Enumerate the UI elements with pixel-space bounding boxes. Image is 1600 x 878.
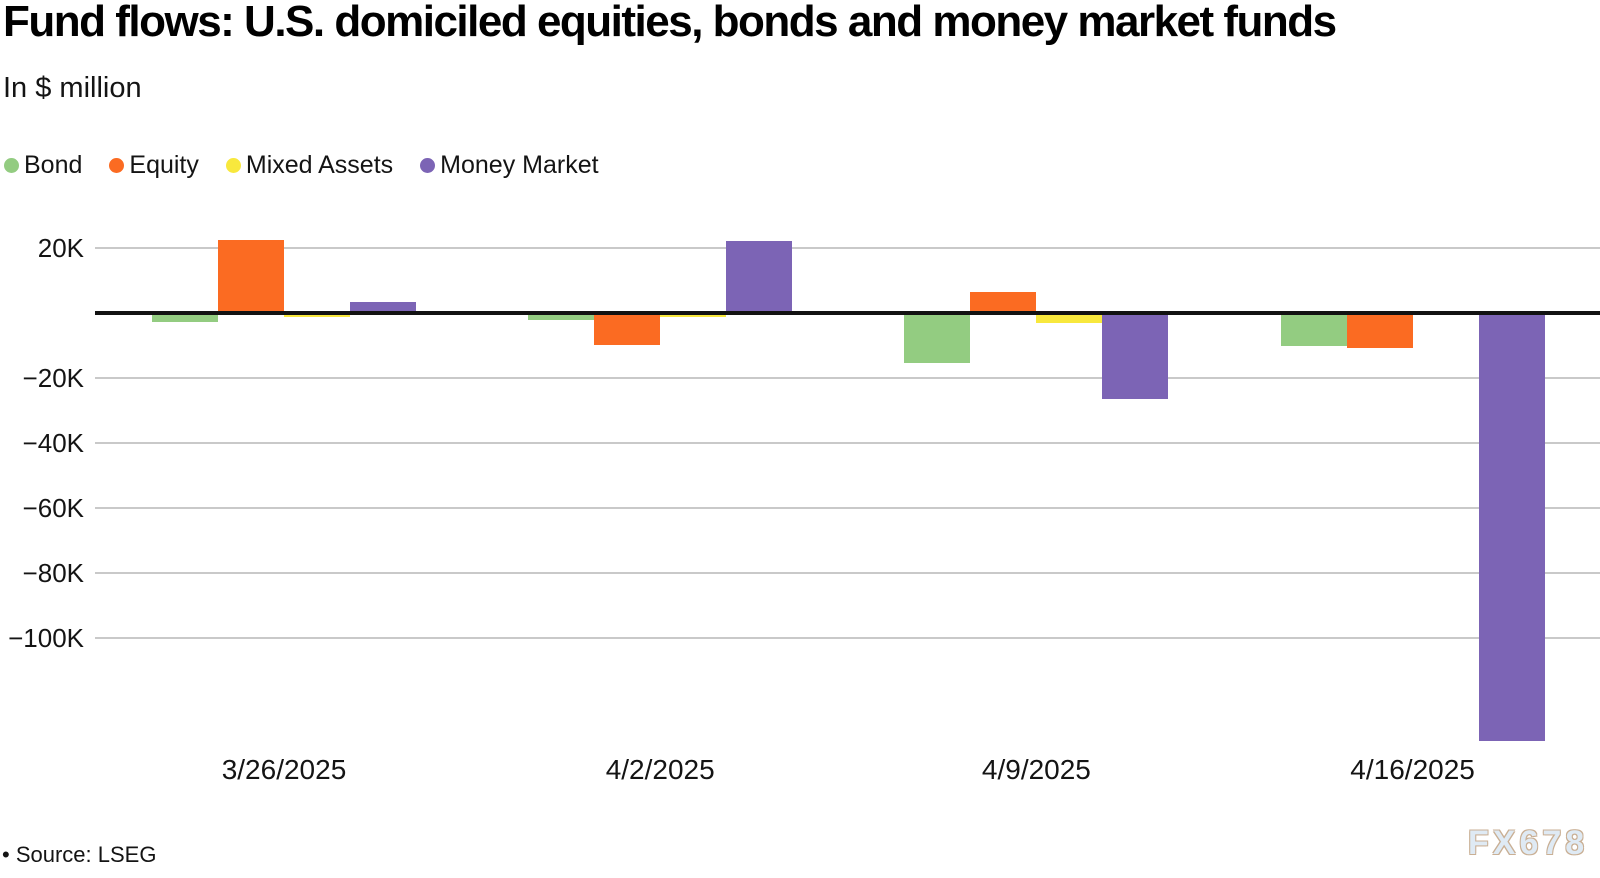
x-axis-label-4/2/2025: 4/2/2025 bbox=[605, 754, 715, 785]
legend-label-equity: Equity bbox=[129, 151, 199, 179]
legend-label-bond: Bond bbox=[24, 151, 83, 179]
bar-bond-4/9/2025 bbox=[904, 313, 971, 364]
bar-mixed-assets-4/9/2025 bbox=[1036, 313, 1103, 323]
legend-label-money-market: Money Market bbox=[440, 151, 599, 179]
zero-axis-line bbox=[95, 311, 1600, 315]
legend-dot-equity bbox=[109, 158, 125, 173]
gridline-−60K bbox=[95, 507, 1600, 509]
bar-equity-4/2/2025 bbox=[594, 313, 661, 346]
bar-money-market-4/2/2025 bbox=[726, 241, 793, 313]
legend-item-mixed-assets: Mixed Assets bbox=[225, 151, 394, 180]
bar-equity-4/16/2025 bbox=[1346, 313, 1413, 348]
bar-money-market-3/26/2025 bbox=[350, 301, 416, 313]
chart-subtitle: In $ million bbox=[3, 72, 142, 104]
gridline-20K bbox=[95, 247, 1600, 249]
bar-money-market-4/9/2025 bbox=[1102, 313, 1169, 400]
x-axis-label-4/16/2025: 4/16/2025 bbox=[1350, 754, 1475, 785]
bar-bond-3/26/2025 bbox=[152, 313, 218, 323]
bar-equity-3/26/2025 bbox=[218, 239, 284, 313]
legend-dot-mixed-assets bbox=[225, 158, 241, 173]
bar-money-market-4/16/2025 bbox=[1478, 313, 1545, 742]
y-axis-tick-label: −20K bbox=[22, 363, 84, 393]
gridline-−40K bbox=[95, 442, 1600, 444]
bar-bond-4/2/2025 bbox=[528, 313, 595, 320]
chart-title: Fund flows: U.S. domiciled equities, bon… bbox=[3, 0, 1337, 46]
watermark: FX678 bbox=[1468, 824, 1589, 862]
legend-label-mixed-assets: Mixed Assets bbox=[245, 151, 394, 179]
y-axis-tick-label: −80K bbox=[22, 558, 84, 588]
legend-item-equity: Equity bbox=[109, 151, 199, 180]
legend-dot-money-market bbox=[420, 158, 436, 173]
bar-equity-4/9/2025 bbox=[970, 291, 1037, 313]
source-note: • Source: LSEG bbox=[2, 842, 157, 867]
legend-dot-bond bbox=[4, 158, 19, 173]
y-axis-tick-label: −40K bbox=[22, 428, 84, 458]
gridline-−80K bbox=[95, 572, 1600, 574]
gridline-−20K bbox=[95, 377, 1600, 379]
chart-legend: Bond Equity Mixed Assets Money Market bbox=[4, 151, 599, 180]
y-axis-tick-label: 20K bbox=[37, 233, 84, 263]
legend-item-bond: Bond bbox=[4, 151, 82, 180]
legend-item-money-market: Money Market bbox=[420, 151, 599, 180]
gridline-−100K bbox=[95, 637, 1600, 639]
y-axis-tick-label: −100K bbox=[8, 623, 84, 653]
x-axis-label-3/26/2025: 3/26/2025 bbox=[221, 754, 347, 785]
x-axis-label-4/9/2025: 4/9/2025 bbox=[981, 754, 1091, 785]
y-axis-tick-label: −60K bbox=[22, 493, 84, 523]
bar-bond-4/16/2025 bbox=[1280, 313, 1347, 347]
